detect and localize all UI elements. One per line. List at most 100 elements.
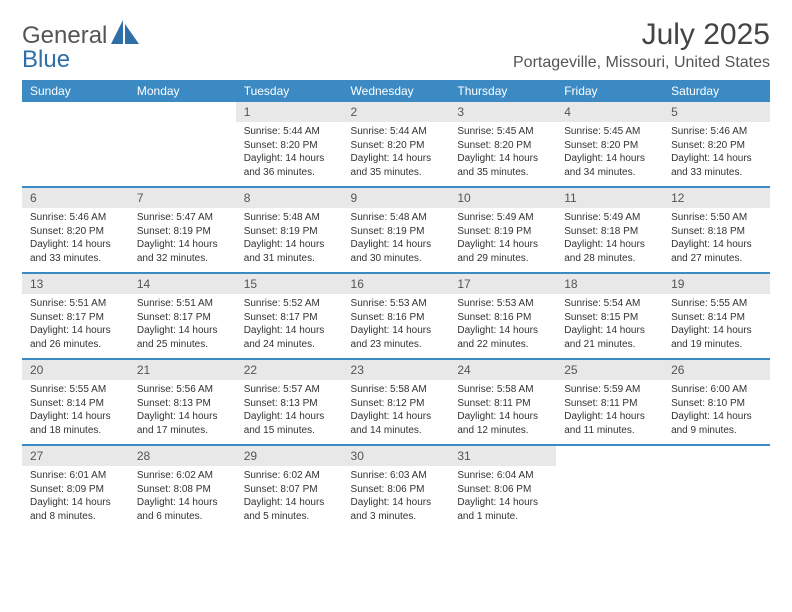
calendar-week-row: 20Sunrise: 5:55 AMSunset: 8:14 PMDayligh… xyxy=(22,360,770,444)
title-block: July 2025 Portageville, Missouri, United… xyxy=(513,18,770,72)
sunset-text: Sunset: 8:07 PM xyxy=(244,483,335,497)
sunrise-text: Sunrise: 5:46 AM xyxy=(30,211,121,225)
sunrise-text: Sunrise: 5:44 AM xyxy=(351,125,442,139)
day-number: 3 xyxy=(449,102,556,122)
calendar-day-cell: 5Sunrise: 5:46 AMSunset: 8:20 PMDaylight… xyxy=(663,102,770,186)
brand-text: General Blue xyxy=(22,24,107,72)
calendar-day-cell: 1Sunrise: 5:44 AMSunset: 8:20 PMDaylight… xyxy=(236,102,343,186)
daylight-text: Daylight: 14 hours and 23 minutes. xyxy=(351,324,442,351)
daylight-text: Daylight: 14 hours and 33 minutes. xyxy=(30,238,121,265)
calendar-day-cell: 24Sunrise: 5:58 AMSunset: 8:11 PMDayligh… xyxy=(449,360,556,444)
sunrise-text: Sunrise: 5:56 AM xyxy=(137,383,228,397)
day-content: Sunrise: 6:00 AMSunset: 8:10 PMDaylight:… xyxy=(663,380,770,441)
calendar-day-cell: 6Sunrise: 5:46 AMSunset: 8:20 PMDaylight… xyxy=(22,188,129,272)
day-number: 25 xyxy=(556,360,663,380)
sunrise-text: Sunrise: 5:49 AM xyxy=(564,211,655,225)
sunset-text: Sunset: 8:09 PM xyxy=(30,483,121,497)
day-number: 21 xyxy=(129,360,236,380)
sunrise-text: Sunrise: 5:45 AM xyxy=(457,125,548,139)
sunset-text: Sunset: 8:20 PM xyxy=(457,139,548,153)
day-number: 24 xyxy=(449,360,556,380)
sunset-text: Sunset: 8:17 PM xyxy=(30,311,121,325)
daylight-text: Daylight: 14 hours and 19 minutes. xyxy=(671,324,762,351)
brand-word1: General xyxy=(22,22,107,49)
daylight-text: Daylight: 14 hours and 21 minutes. xyxy=(564,324,655,351)
day-content: Sunrise: 5:47 AMSunset: 8:19 PMDaylight:… xyxy=(129,208,236,269)
day-number: 19 xyxy=(663,274,770,294)
sunset-text: Sunset: 8:18 PM xyxy=(564,225,655,239)
calendar-day-cell: 9Sunrise: 5:48 AMSunset: 8:19 PMDaylight… xyxy=(343,188,450,272)
day-content: Sunrise: 6:02 AMSunset: 8:07 PMDaylight:… xyxy=(236,466,343,527)
day-number: 28 xyxy=(129,446,236,466)
sunset-text: Sunset: 8:06 PM xyxy=(457,483,548,497)
daylight-text: Daylight: 14 hours and 11 minutes. xyxy=(564,410,655,437)
day-content: Sunrise: 5:58 AMSunset: 8:12 PMDaylight:… xyxy=(343,380,450,441)
sunrise-text: Sunrise: 5:50 AM xyxy=(671,211,762,225)
daylight-text: Daylight: 14 hours and 36 minutes. xyxy=(244,152,335,179)
calendar-week-row: 1Sunrise: 5:44 AMSunset: 8:20 PMDaylight… xyxy=(22,102,770,186)
sunset-text: Sunset: 8:11 PM xyxy=(564,397,655,411)
day-content: Sunrise: 5:51 AMSunset: 8:17 PMDaylight:… xyxy=(22,294,129,355)
day-content: Sunrise: 5:46 AMSunset: 8:20 PMDaylight:… xyxy=(22,208,129,269)
calendar-week-row: 27Sunrise: 6:01 AMSunset: 8:09 PMDayligh… xyxy=(22,446,770,530)
sunrise-text: Sunrise: 5:44 AM xyxy=(244,125,335,139)
daylight-text: Daylight: 14 hours and 1 minute. xyxy=(457,496,548,523)
daylight-text: Daylight: 14 hours and 25 minutes. xyxy=(137,324,228,351)
calendar-day-cell: 30Sunrise: 6:03 AMSunset: 8:06 PMDayligh… xyxy=(343,446,450,530)
sunset-text: Sunset: 8:20 PM xyxy=(564,139,655,153)
calendar-day-cell: 25Sunrise: 5:59 AMSunset: 8:11 PMDayligh… xyxy=(556,360,663,444)
daylight-text: Daylight: 14 hours and 17 minutes. xyxy=(137,410,228,437)
daylight-text: Daylight: 14 hours and 15 minutes. xyxy=(244,410,335,437)
day-content: Sunrise: 5:45 AMSunset: 8:20 PMDaylight:… xyxy=(449,122,556,183)
calendar-day-cell: 12Sunrise: 5:50 AMSunset: 8:18 PMDayligh… xyxy=(663,188,770,272)
calendar-day-cell: 16Sunrise: 5:53 AMSunset: 8:16 PMDayligh… xyxy=(343,274,450,358)
sunrise-text: Sunrise: 5:45 AM xyxy=(564,125,655,139)
sunset-text: Sunset: 8:20 PM xyxy=(30,225,121,239)
daylight-text: Daylight: 14 hours and 27 minutes. xyxy=(671,238,762,265)
calendar-day-cell: 14Sunrise: 5:51 AMSunset: 8:17 PMDayligh… xyxy=(129,274,236,358)
location-text: Portageville, Missouri, United States xyxy=(513,54,770,72)
calendar-empty-cell xyxy=(22,102,129,186)
daylight-text: Daylight: 14 hours and 3 minutes. xyxy=(351,496,442,523)
day-number: 6 xyxy=(22,188,129,208)
daylight-text: Daylight: 14 hours and 8 minutes. xyxy=(30,496,121,523)
calendar-day-cell: 10Sunrise: 5:49 AMSunset: 8:19 PMDayligh… xyxy=(449,188,556,272)
month-title: July 2025 xyxy=(513,18,770,52)
calendar-day-cell: 23Sunrise: 5:58 AMSunset: 8:12 PMDayligh… xyxy=(343,360,450,444)
calendar-day-cell: 15Sunrise: 5:52 AMSunset: 8:17 PMDayligh… xyxy=(236,274,343,358)
daylight-text: Daylight: 14 hours and 29 minutes. xyxy=(457,238,548,265)
day-content: Sunrise: 5:48 AMSunset: 8:19 PMDaylight:… xyxy=(343,208,450,269)
day-content: Sunrise: 6:04 AMSunset: 8:06 PMDaylight:… xyxy=(449,466,556,527)
day-content: Sunrise: 5:57 AMSunset: 8:13 PMDaylight:… xyxy=(236,380,343,441)
sunrise-text: Sunrise: 6:04 AM xyxy=(457,469,548,483)
sunrise-text: Sunrise: 5:52 AM xyxy=(244,297,335,311)
weekday-header: Friday xyxy=(556,80,663,102)
day-content: Sunrise: 5:49 AMSunset: 8:18 PMDaylight:… xyxy=(556,208,663,269)
sunrise-text: Sunrise: 5:57 AM xyxy=(244,383,335,397)
day-number: 18 xyxy=(556,274,663,294)
daylight-text: Daylight: 14 hours and 18 minutes. xyxy=(30,410,121,437)
daylight-text: Daylight: 14 hours and 26 minutes. xyxy=(30,324,121,351)
day-content: Sunrise: 5:56 AMSunset: 8:13 PMDaylight:… xyxy=(129,380,236,441)
sunset-text: Sunset: 8:13 PM xyxy=(244,397,335,411)
sunrise-text: Sunrise: 5:46 AM xyxy=(671,125,762,139)
daylight-text: Daylight: 14 hours and 14 minutes. xyxy=(351,410,442,437)
sunrise-text: Sunrise: 6:02 AM xyxy=(137,469,228,483)
brand-word2: Blue xyxy=(22,46,70,73)
day-number: 27 xyxy=(22,446,129,466)
sunrise-text: Sunrise: 5:53 AM xyxy=(351,297,442,311)
sunrise-text: Sunrise: 5:48 AM xyxy=(244,211,335,225)
day-number: 7 xyxy=(129,188,236,208)
sunset-text: Sunset: 8:18 PM xyxy=(671,225,762,239)
calendar-day-cell: 18Sunrise: 5:54 AMSunset: 8:15 PMDayligh… xyxy=(556,274,663,358)
calendar-empty-cell xyxy=(663,446,770,530)
weekday-header: Tuesday xyxy=(236,80,343,102)
day-content: Sunrise: 5:45 AMSunset: 8:20 PMDaylight:… xyxy=(556,122,663,183)
sunset-text: Sunset: 8:20 PM xyxy=(671,139,762,153)
sunrise-text: Sunrise: 6:03 AM xyxy=(351,469,442,483)
sunrise-text: Sunrise: 5:51 AM xyxy=(30,297,121,311)
day-content: Sunrise: 5:49 AMSunset: 8:19 PMDaylight:… xyxy=(449,208,556,269)
day-content: Sunrise: 5:53 AMSunset: 8:16 PMDaylight:… xyxy=(449,294,556,355)
weekday-header: Thursday xyxy=(449,80,556,102)
day-number: 10 xyxy=(449,188,556,208)
